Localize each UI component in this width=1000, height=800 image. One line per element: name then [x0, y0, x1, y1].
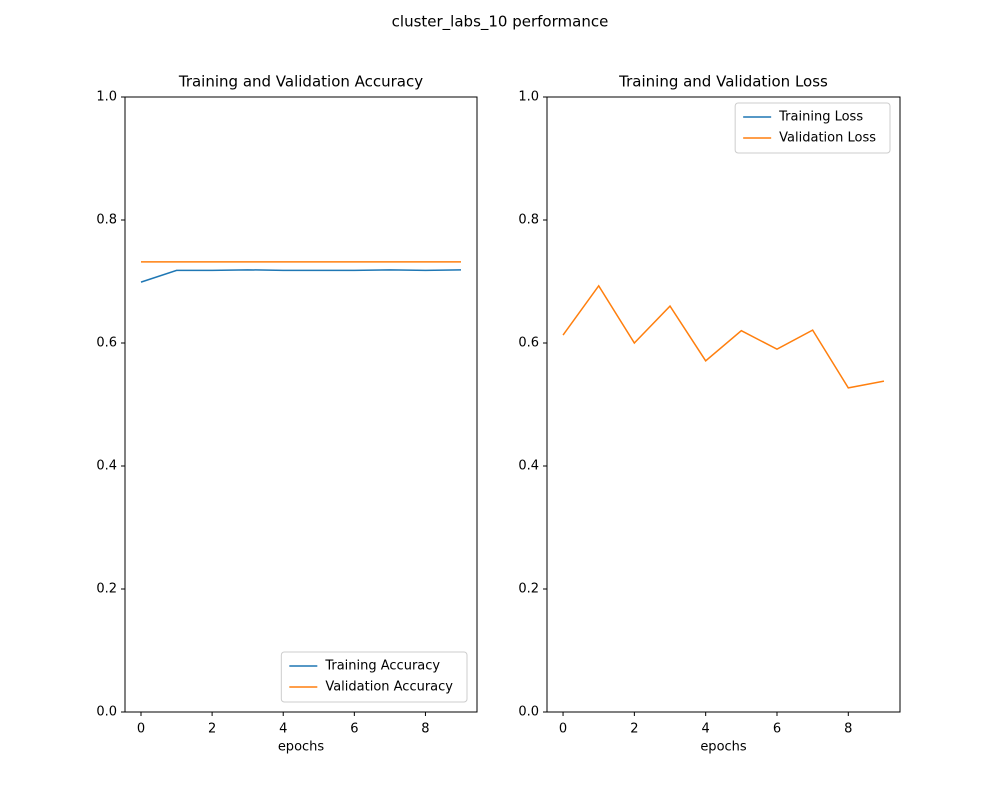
y-tick-label: 0.6 — [96, 336, 117, 351]
y-tick-label: 1.0 — [96, 90, 117, 105]
y-tick-label: 0.2 — [96, 582, 117, 597]
x-tick-label: 4 — [702, 722, 710, 737]
x-tick-label: 6 — [773, 722, 781, 737]
x-tick-label: 8 — [421, 722, 429, 737]
series-line — [140, 269, 462, 283]
y-tick-label: 0.0 — [96, 705, 117, 720]
x-tick-label: 0 — [137, 722, 145, 737]
y-tick-label: 0.2 — [518, 582, 539, 597]
x-axis-label: epochs — [700, 740, 747, 755]
legend-label: Training Loss — [778, 110, 863, 125]
legend-label: Validation Accuracy — [325, 680, 453, 695]
series-line — [562, 284, 885, 389]
legend-label: Validation Loss — [779, 131, 876, 146]
legend-box — [280, 651, 468, 703]
plot-lines — [562, 284, 885, 389]
y-tick-label: 0.0 — [518, 705, 539, 720]
y-tick-label: 0.6 — [518, 336, 539, 351]
y-tick-label: 0.8 — [96, 213, 117, 228]
y-tick-label: 1.0 — [518, 90, 539, 105]
x-tick-label: 4 — [279, 722, 287, 737]
y-tick-label: 0.4 — [518, 459, 539, 474]
x-tick-label: 2 — [630, 722, 638, 737]
figure-title: cluster_labs_10 performance — [392, 13, 609, 32]
axes-frame — [124, 96, 478, 713]
x-tick-label: 8 — [844, 722, 852, 737]
axes-frame — [546, 96, 901, 713]
y-tick-label: 0.8 — [518, 213, 539, 228]
axes-title: Training and Validation Accuracy — [178, 73, 423, 91]
x-tick-label: 0 — [559, 722, 567, 737]
plot-lines — [140, 261, 462, 283]
axes-title: Training and Validation Loss — [618, 73, 828, 91]
legend: Training Loss Validation Loss — [734, 102, 891, 154]
legend-label: Training Accuracy — [324, 659, 440, 674]
legend: Training Accuracy Validation Accuracy — [280, 651, 468, 703]
x-axis-label: epochs — [278, 740, 325, 755]
x-tick-label: 2 — [208, 722, 216, 737]
legend-box — [734, 102, 891, 154]
x-tick-label: 6 — [350, 722, 358, 737]
y-tick-label: 0.4 — [96, 459, 117, 474]
